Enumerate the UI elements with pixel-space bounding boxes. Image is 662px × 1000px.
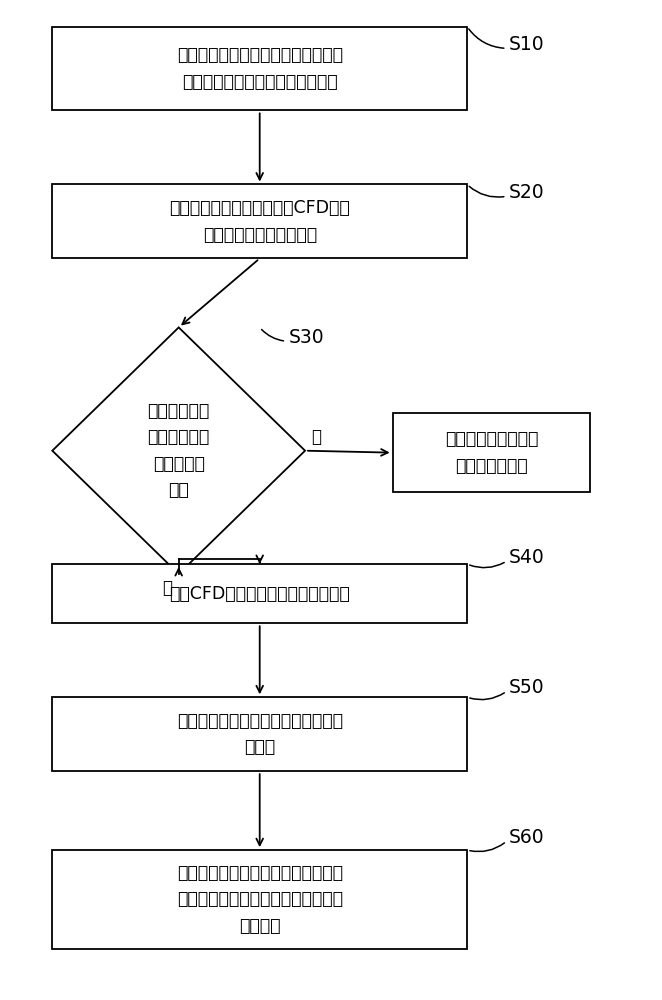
Text: 判断室内基本
温度场是否满
足设计目标
温度: 判断室内基本 温度场是否满 足设计目标 温度 [148,402,210,499]
Bar [393,413,591,492]
Bar [52,564,467,623]
Text: 根据各单一源项温度场，确定待修正
的负荷: 根据各单一源项温度场，确定待修正 的负荷 [177,712,343,756]
Text: 根据室内热环境设计初始方案，获取
室内热环境的边界条件和初始条件: 根据室内热环境设计初始方案，获取 室内热环境的边界条件和初始条件 [177,46,343,91]
Text: S40: S40 [509,548,545,567]
Bar [52,27,467,110]
Text: S60: S60 [509,828,545,847]
Text: S30: S30 [289,328,324,347]
Text: 利用CFD模型计算各单一源项温度场: 利用CFD模型计算各单一源项温度场 [169,585,350,603]
Bar [52,184,467,258]
Polygon shape [52,327,305,574]
Text: 否: 否 [162,579,172,597]
Text: S20: S20 [509,183,545,202]
Text: 是: 是 [312,428,322,446]
Text: 将热环境设计初始方
案作为最终方案: 将热环境设计初始方 案作为最终方案 [445,430,538,475]
Text: S10: S10 [509,35,545,54]
Text: S50: S50 [509,678,545,697]
Bar [52,850,467,949]
Bar [52,697,467,771]
Text: 将初始条件和边界条件输入CFD模型
中，计算室内基本温度场: 将初始条件和边界条件输入CFD模型 中，计算室内基本温度场 [169,199,350,244]
Text: 根据待修正的负荷，对空气调节方案
进行修正，使得室内基本温度场符合
设计要求: 根据待修正的负荷，对空气调节方案 进行修正，使得室内基本温度场符合 设计要求 [177,864,343,935]
